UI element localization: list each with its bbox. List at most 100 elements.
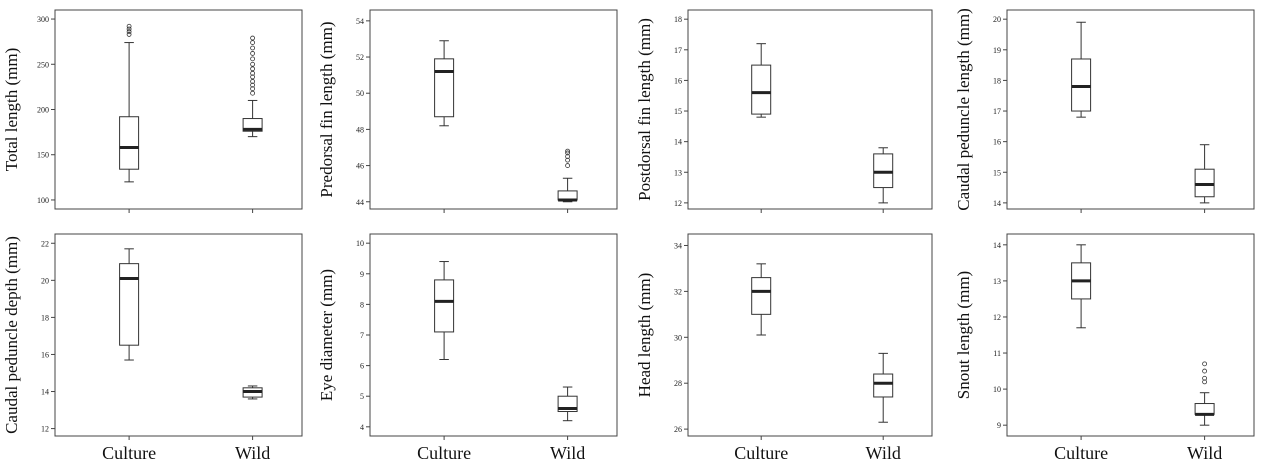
y-tick-label: 200 bbox=[37, 106, 49, 115]
box-culture bbox=[119, 248, 140, 440]
iqr-box bbox=[119, 263, 140, 346]
y-tick-label: 5 bbox=[360, 392, 364, 401]
y-tick-label: 20 bbox=[993, 15, 1001, 24]
iqr-box bbox=[873, 373, 894, 398]
y-tick-label: 15 bbox=[674, 107, 682, 116]
chart-panel-3: 12 13 14 15 16 17 18 Postdorsal fin length (mm) bbox=[635, 9, 933, 213]
x-category-label: Wild bbox=[550, 443, 585, 463]
outlier-point bbox=[565, 150, 570, 156]
plot-frame bbox=[1006, 233, 1255, 437]
iqr-box bbox=[1071, 58, 1092, 112]
y-tick-label: 32 bbox=[674, 287, 682, 296]
y-tick-label: 10 bbox=[993, 385, 1001, 394]
y-tick-label: 18 bbox=[993, 76, 1001, 85]
y-tick-label: 300 bbox=[37, 15, 49, 24]
box-wild bbox=[873, 352, 894, 440]
y-tick-label: 12 bbox=[993, 313, 1001, 322]
x-category-label: Wild bbox=[866, 443, 901, 463]
y-tick-label: 17 bbox=[993, 107, 1001, 116]
y-tick-label: 48 bbox=[356, 125, 364, 134]
x-category-label: Wild bbox=[1187, 443, 1222, 463]
y-tick-label: 14 bbox=[41, 388, 49, 397]
y-tick-label: 9 bbox=[997, 421, 1001, 430]
plot-frame bbox=[54, 9, 303, 210]
chart-panel-6: 4 5 6 7 8 9 10 Eye diameter (mm) Culture Wild bbox=[317, 233, 618, 463]
y-tick-label: 28 bbox=[674, 379, 682, 388]
box-culture bbox=[751, 43, 772, 213]
y-tick-label: 6 bbox=[360, 362, 364, 371]
plot-frame bbox=[687, 233, 933, 437]
x-category-label: Culture bbox=[1054, 443, 1108, 463]
chart-panel-1: 100 150 200 250 300 Total length (mm) bbox=[2, 9, 303, 213]
y-tick-label: 19 bbox=[993, 46, 1001, 55]
outlier-point bbox=[250, 45, 256, 51]
y-tick-label: 16 bbox=[674, 76, 682, 85]
chart-panel-7: 26 28 30 32 34 Head length (mm) Culture Wild bbox=[635, 233, 933, 463]
outlier-point bbox=[250, 56, 256, 62]
box-wild bbox=[873, 147, 894, 213]
chart-panel-2: 44 46 48 50 52 54 Predorsal fin length (mm) bbox=[317, 9, 618, 213]
box-culture bbox=[119, 23, 140, 213]
y-tick-label: 250 bbox=[37, 60, 49, 69]
outlier-point bbox=[1202, 368, 1207, 374]
y-tick-label: 26 bbox=[674, 425, 682, 434]
iqr-box bbox=[1194, 168, 1215, 198]
box-wild bbox=[1194, 361, 1215, 440]
y-tick-label: 52 bbox=[356, 53, 364, 62]
box-wild bbox=[242, 385, 263, 440]
y-tick-label: 22 bbox=[41, 239, 49, 248]
y-tick-label: 16 bbox=[993, 138, 1001, 147]
y-tick-label: 100 bbox=[37, 196, 49, 205]
box-wild bbox=[1194, 144, 1215, 213]
y-tick-label: 15 bbox=[993, 168, 1001, 177]
outlier-point bbox=[126, 26, 132, 32]
y-tick-label: 30 bbox=[674, 333, 682, 342]
y-axis-label: Head length (mm) bbox=[635, 273, 654, 398]
outlier-point bbox=[250, 79, 256, 84]
y-axis-label: Total length (mm) bbox=[2, 48, 21, 171]
x-category-label: Wild bbox=[235, 443, 270, 463]
outlier-point bbox=[250, 40, 256, 45]
plot-frame bbox=[687, 9, 933, 210]
y-tick-label: 4 bbox=[360, 423, 364, 432]
outlier-point bbox=[250, 90, 256, 96]
y-tick-label: 13 bbox=[993, 277, 1001, 286]
outlier-point bbox=[1202, 361, 1207, 367]
outlier-point bbox=[1202, 375, 1207, 381]
box-culture bbox=[434, 261, 455, 440]
y-axis-label: Eye diameter (mm) bbox=[317, 269, 336, 401]
iqr-box bbox=[751, 277, 772, 315]
iqr-box bbox=[119, 116, 140, 170]
box-culture bbox=[1071, 21, 1092, 213]
plot-frame bbox=[369, 233, 618, 437]
x-category-label: Culture bbox=[102, 443, 156, 463]
x-category-label: Culture bbox=[417, 443, 471, 463]
y-axis-label: Caudal peduncle length (mm) bbox=[954, 8, 973, 211]
plot-frame bbox=[1006, 9, 1255, 210]
outlier-point bbox=[126, 32, 132, 37]
y-axis-label: Snout length (mm) bbox=[954, 271, 973, 399]
y-tick-label: 44 bbox=[356, 198, 364, 207]
box-culture bbox=[751, 263, 772, 440]
box-wild bbox=[242, 35, 263, 213]
y-tick-label: 18 bbox=[41, 313, 49, 322]
outlier-point bbox=[250, 70, 256, 76]
outlier-point bbox=[126, 29, 132, 35]
y-tick-label: 14 bbox=[674, 138, 682, 147]
y-tick-label: 46 bbox=[356, 162, 364, 171]
box-wild bbox=[557, 148, 578, 213]
y-tick-label: 34 bbox=[674, 241, 682, 250]
plot-frame bbox=[54, 233, 303, 437]
outlier-point bbox=[250, 66, 256, 72]
outlier-point bbox=[250, 51, 256, 56]
y-tick-label: 7 bbox=[360, 331, 364, 340]
iqr-box bbox=[751, 64, 772, 115]
y-tick-label: 17 bbox=[674, 46, 682, 55]
y-tick-label: 18 bbox=[674, 15, 682, 24]
y-tick-label: 20 bbox=[41, 276, 49, 285]
y-tick-label: 10 bbox=[356, 239, 364, 248]
y-tick-label: 14 bbox=[993, 199, 1001, 208]
plot-frame bbox=[369, 9, 618, 210]
y-axis-label: Postdorsal fin length (mm) bbox=[635, 18, 654, 201]
x-category-label: Culture bbox=[734, 443, 788, 463]
